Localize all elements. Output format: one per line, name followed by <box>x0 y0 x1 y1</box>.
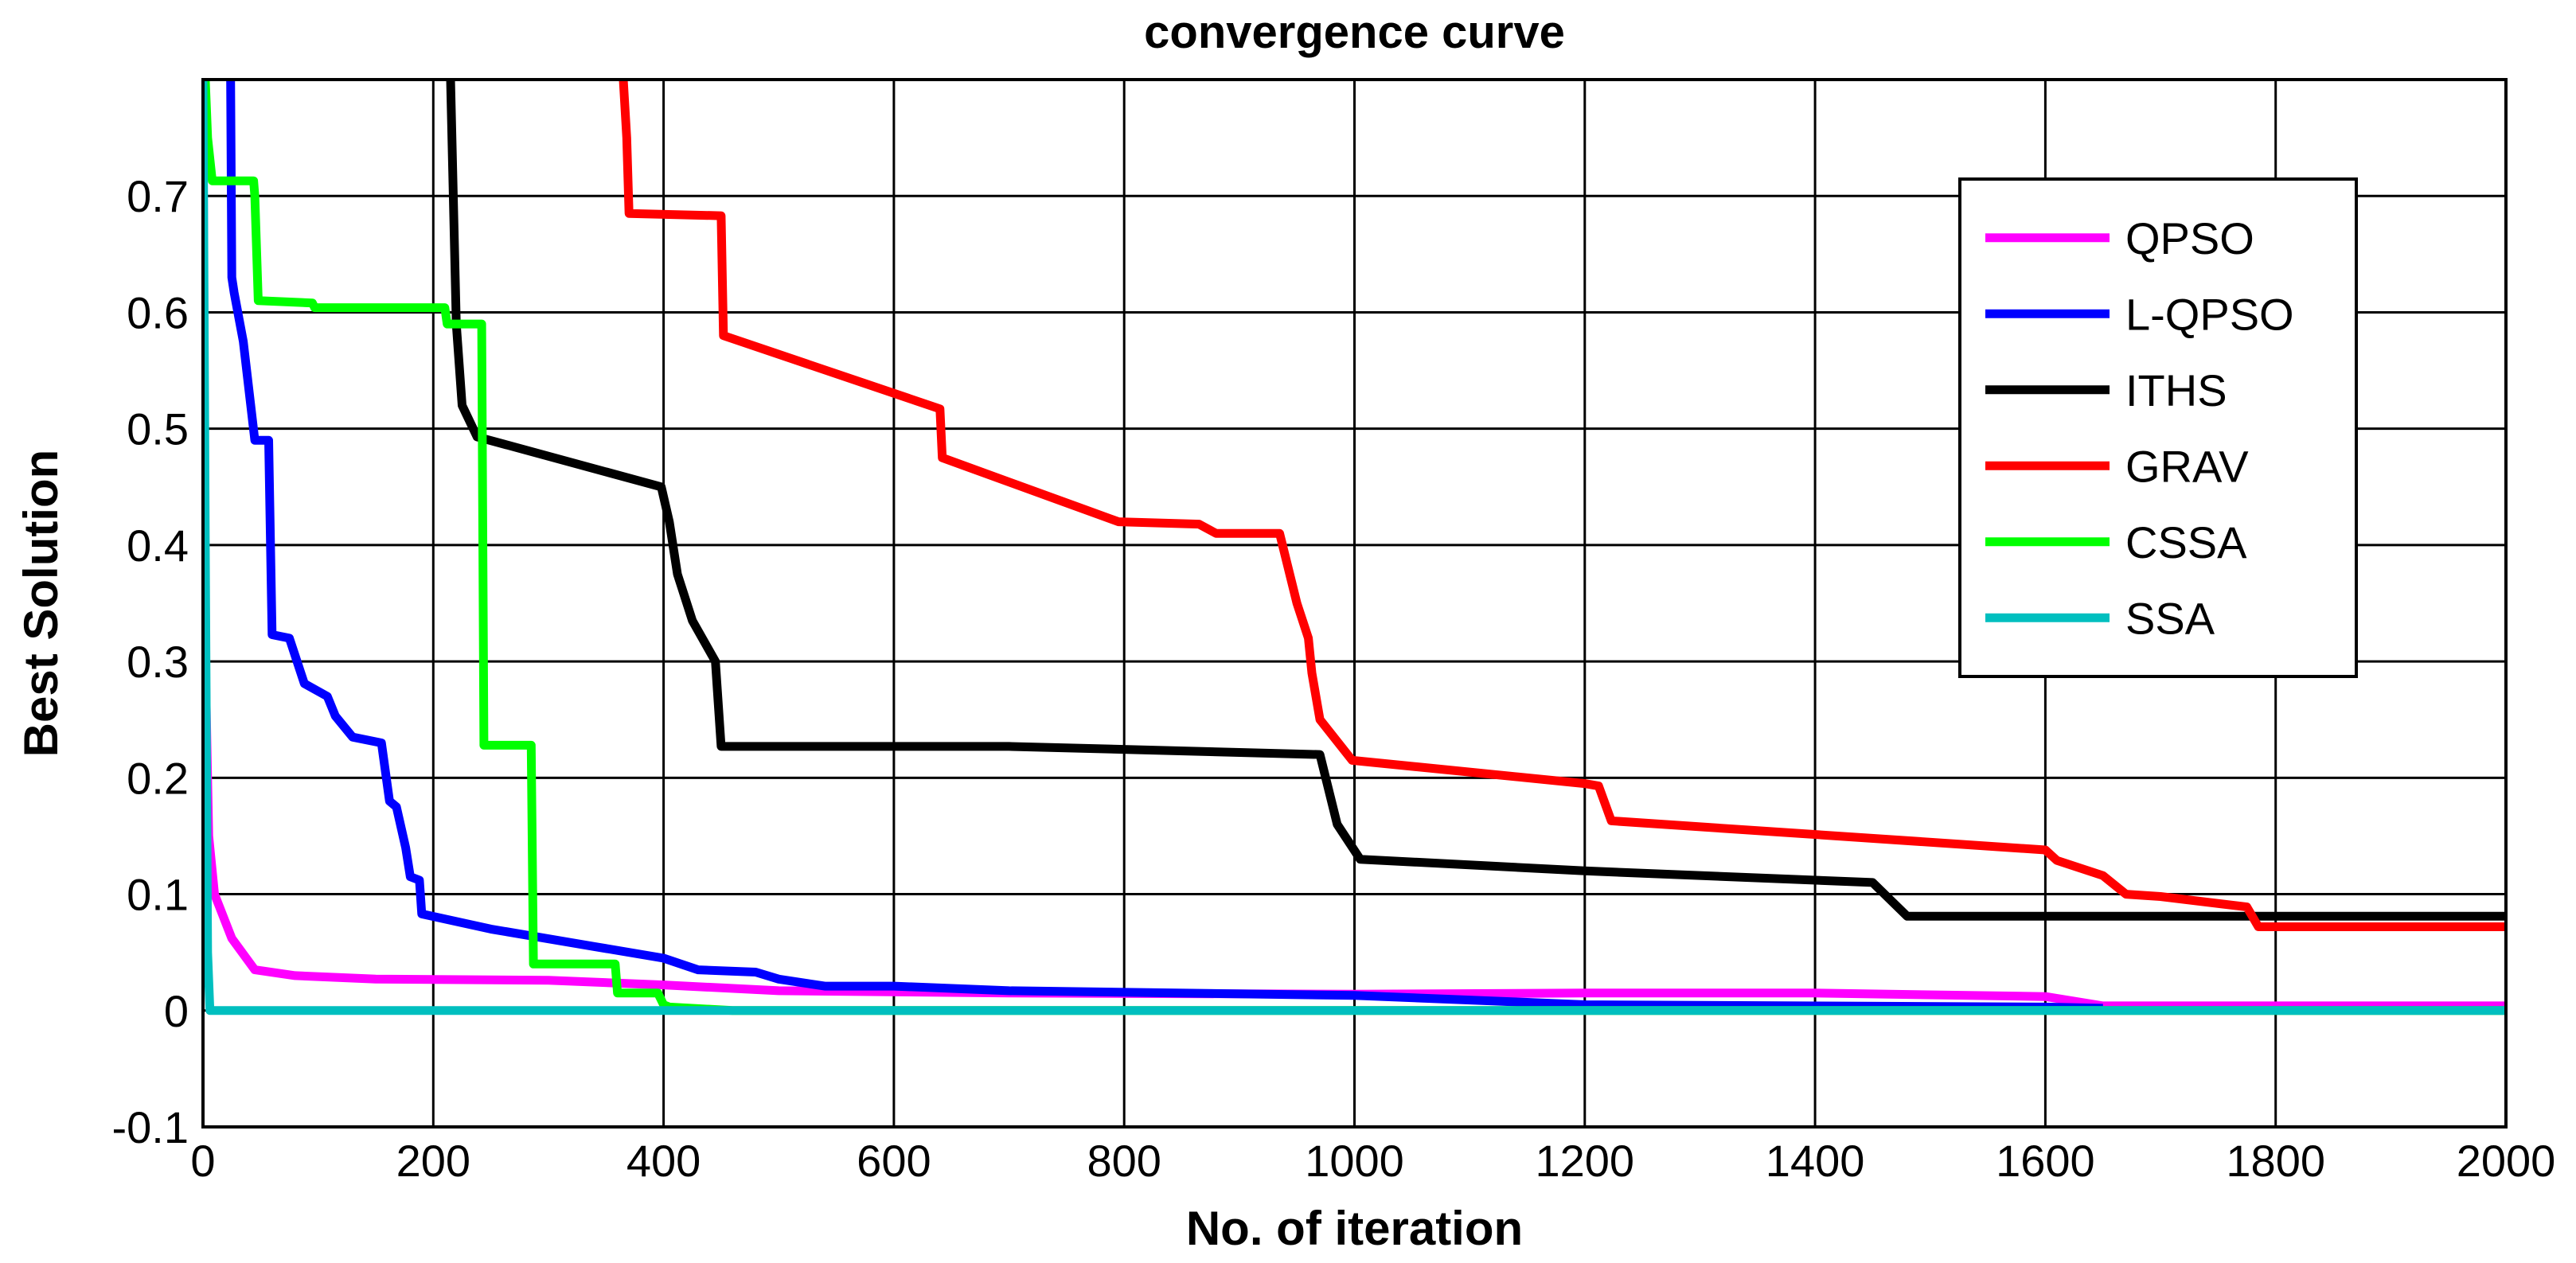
tick-labels: 0 200 400 600 800 1000 1200 1400 1600 1800 2000 -0.… <box>112 171 2556 1186</box>
legend-label: L-QPSO <box>2125 289 2294 339</box>
chart-title: convergence curve <box>1144 6 1565 58</box>
x-tick-label: 1000 <box>1305 1136 1404 1186</box>
y-tick-label: 0.4 <box>127 520 189 571</box>
x-tick-label: 200 <box>396 1136 470 1186</box>
legend-label: SSA <box>2125 593 2215 643</box>
legend-label: CSSA <box>2125 517 2247 567</box>
y-tick-label: 0 <box>164 986 189 1036</box>
y-tick-label: 0.3 <box>127 637 189 687</box>
y-tick-label: 0.2 <box>127 753 189 803</box>
x-tick-label: 400 <box>626 1136 701 1186</box>
legend-label: GRAV <box>2125 441 2249 491</box>
series-line-iths <box>446 80 2506 921</box>
legend-label: QPSO <box>2125 213 2254 263</box>
x-axis-title: No. of iteration <box>1186 1202 1523 1255</box>
legend-box <box>1958 177 2358 678</box>
x-tick-label: 0 <box>190 1136 215 1186</box>
legend-label: ITHS <box>2125 365 2227 415</box>
series-line-cssa <box>203 80 2506 1015</box>
x-tick-label: 1200 <box>1536 1136 1635 1186</box>
x-tick-label: 2000 <box>2457 1136 2556 1186</box>
y-tick-label: 0.5 <box>127 404 189 454</box>
y-axis-title: Best Solution <box>14 450 68 758</box>
x-tick-label: 1600 <box>1996 1136 2095 1186</box>
series-line-qpso <box>203 80 2506 1011</box>
y-tick-label: 0.6 <box>127 287 189 337</box>
series-line-l-qpso <box>226 80 2103 1013</box>
y-tick-label: -0.1 <box>112 1102 189 1152</box>
series-layer <box>203 80 2506 1015</box>
plot-frame <box>201 78 2508 1129</box>
x-tick-label: 1800 <box>2226 1136 2325 1186</box>
series-line-grav <box>619 80 2506 931</box>
y-tick-label: 0.1 <box>127 870 189 920</box>
legend: QPSO L-QPSO ITHS GRAV CSSA SSA <box>1958 177 2358 678</box>
y-tick-label: 0.7 <box>127 171 189 221</box>
x-tick-label: 800 <box>1087 1136 1161 1186</box>
x-tick-label: 600 <box>857 1136 931 1186</box>
x-tick-label: 1400 <box>1766 1136 1865 1186</box>
